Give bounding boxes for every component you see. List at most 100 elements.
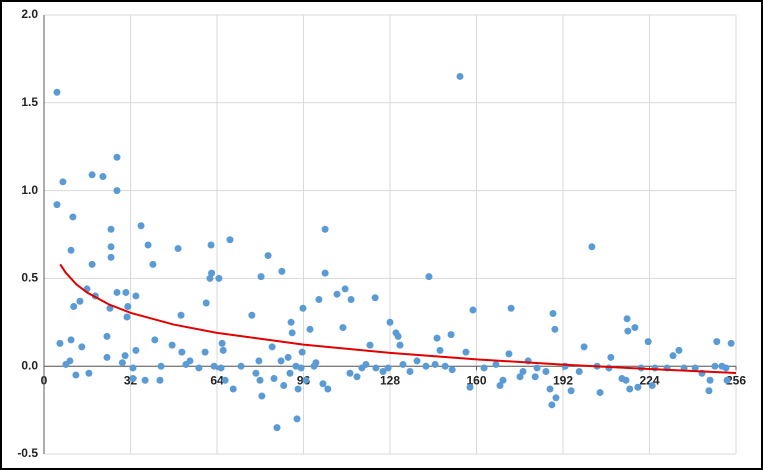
point bbox=[624, 327, 632, 335]
point bbox=[339, 324, 347, 332]
point bbox=[107, 253, 115, 261]
point bbox=[229, 385, 237, 393]
point bbox=[129, 374, 137, 382]
point bbox=[53, 88, 61, 96]
trend-line bbox=[59, 263, 737, 375]
point bbox=[507, 304, 515, 312]
point bbox=[294, 385, 302, 393]
point bbox=[293, 415, 301, 423]
point bbox=[174, 245, 182, 253]
point bbox=[53, 201, 61, 209]
x-tick-label: 160 bbox=[466, 373, 486, 387]
point bbox=[113, 288, 121, 296]
point bbox=[727, 339, 735, 347]
point bbox=[607, 353, 615, 361]
point bbox=[177, 311, 185, 319]
point bbox=[648, 382, 656, 390]
point bbox=[499, 376, 507, 384]
point bbox=[168, 341, 176, 349]
y-tick-label: -0.5 bbox=[17, 446, 38, 460]
point bbox=[394, 332, 402, 340]
y-tick-label: 0.0 bbox=[21, 358, 38, 372]
point bbox=[713, 338, 721, 346]
point bbox=[456, 72, 464, 80]
point bbox=[551, 325, 559, 333]
point bbox=[723, 376, 731, 384]
point bbox=[257, 273, 265, 281]
point bbox=[210, 362, 218, 370]
point bbox=[462, 348, 470, 356]
point bbox=[107, 243, 115, 251]
point bbox=[218, 339, 226, 347]
point bbox=[113, 153, 121, 161]
y-tick-label: 1.5 bbox=[21, 95, 38, 109]
point bbox=[362, 360, 370, 368]
point bbox=[298, 348, 306, 356]
point bbox=[288, 329, 296, 337]
point bbox=[431, 360, 439, 368]
point bbox=[366, 341, 374, 349]
point bbox=[302, 376, 310, 384]
point bbox=[567, 387, 575, 395]
point bbox=[270, 374, 278, 382]
point bbox=[156, 376, 164, 384]
point bbox=[505, 350, 513, 358]
point bbox=[286, 369, 294, 377]
point bbox=[623, 315, 631, 323]
point bbox=[217, 364, 225, 372]
point bbox=[264, 252, 272, 260]
point bbox=[207, 241, 215, 249]
y-tick-label: 0.5 bbox=[21, 271, 38, 285]
point bbox=[237, 362, 245, 370]
x-tick-label: 64 bbox=[210, 373, 224, 387]
point bbox=[634, 383, 642, 391]
x-tick-label: 192 bbox=[553, 373, 573, 387]
point bbox=[299, 304, 307, 312]
point bbox=[441, 362, 449, 370]
point bbox=[219, 346, 227, 354]
point bbox=[425, 273, 433, 281]
point bbox=[137, 222, 145, 230]
point bbox=[669, 352, 677, 360]
point bbox=[278, 267, 286, 275]
point bbox=[548, 401, 556, 409]
point bbox=[588, 243, 596, 251]
point bbox=[433, 334, 441, 342]
point bbox=[542, 367, 550, 375]
point bbox=[69, 213, 77, 221]
point bbox=[492, 360, 500, 368]
point bbox=[448, 366, 456, 374]
point bbox=[346, 369, 354, 377]
point bbox=[186, 357, 194, 365]
point bbox=[144, 241, 152, 249]
point bbox=[280, 382, 288, 390]
point bbox=[226, 236, 234, 244]
point bbox=[258, 392, 266, 400]
point bbox=[315, 295, 323, 303]
point bbox=[284, 353, 292, 361]
point bbox=[319, 380, 327, 388]
point bbox=[255, 357, 263, 365]
point bbox=[121, 352, 129, 360]
point bbox=[78, 343, 86, 351]
point bbox=[151, 336, 159, 344]
point bbox=[575, 367, 583, 375]
point bbox=[580, 343, 588, 351]
point bbox=[56, 339, 64, 347]
point bbox=[706, 376, 714, 384]
point bbox=[215, 274, 223, 282]
point bbox=[406, 367, 414, 375]
point bbox=[379, 367, 387, 375]
point bbox=[705, 387, 713, 395]
point bbox=[88, 260, 96, 268]
point bbox=[129, 364, 137, 372]
point bbox=[347, 295, 355, 303]
point bbox=[256, 376, 264, 384]
point bbox=[107, 225, 115, 233]
point bbox=[202, 299, 210, 307]
point bbox=[480, 364, 488, 372]
y-tick-label: 1.0 bbox=[21, 183, 38, 197]
